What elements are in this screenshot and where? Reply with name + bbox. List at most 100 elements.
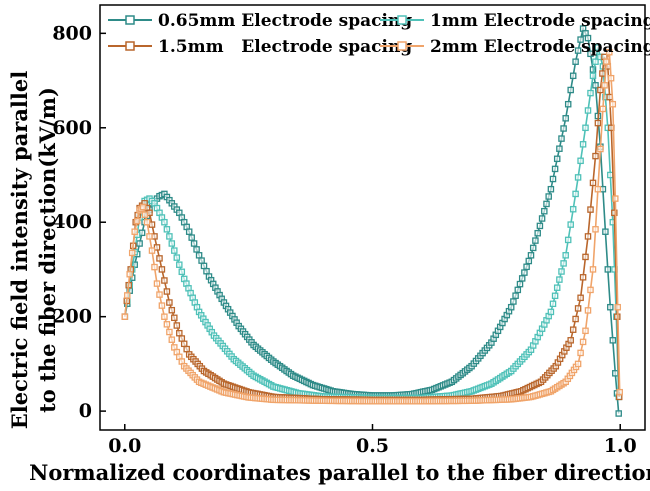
data-point [614, 303, 621, 311]
data-point [529, 244, 537, 252]
data-point [567, 337, 574, 344]
data-point [128, 249, 136, 257]
data-point [121, 313, 129, 320]
data-point [171, 314, 178, 322]
y-axis-label-line-1: Electric field intensity parallel [7, 71, 32, 429]
legend-label: 2mm Electrode spacing [430, 37, 650, 57]
data-point [569, 72, 577, 80]
data-point [171, 247, 178, 254]
data-point [549, 300, 557, 308]
data-point [560, 260, 567, 267]
y-axis-label-line-2: to the fiber direction(kV/m) [35, 87, 60, 413]
data-point [577, 294, 584, 302]
data-point [151, 263, 158, 271]
data-point [124, 292, 131, 299]
data-point [545, 193, 552, 200]
data-point [604, 266, 612, 273]
data-point [574, 47, 582, 54]
data-point [569, 326, 577, 333]
data-point [143, 218, 151, 226]
data-point [551, 292, 559, 300]
legend-marker [125, 41, 135, 51]
data-point [158, 302, 166, 309]
data-point [543, 200, 550, 208]
series-3 [121, 53, 623, 404]
data-point [525, 257, 533, 265]
data-point [587, 206, 594, 213]
data-point [166, 233, 173, 240]
data-point [558, 135, 565, 142]
data-point [173, 254, 181, 261]
data-point [136, 240, 143, 247]
data-point [161, 218, 168, 226]
legend-label: 1.5mm Electrode spacing [158, 37, 412, 57]
data-point [523, 263, 530, 271]
data-point [180, 340, 188, 348]
series-4 [121, 48, 623, 405]
legend-label: 1mm Electrode spacing [430, 11, 650, 31]
tick-labels: 0.0 0.5 1.0 0 200 400 600 800 [52, 22, 636, 457]
data-point [183, 345, 190, 353]
data-point [564, 100, 572, 108]
y-tick-label: 0 [79, 400, 92, 422]
data-point [178, 335, 186, 342]
data-point [597, 145, 604, 153]
data-point [615, 410, 622, 417]
data-point [146, 233, 153, 240]
data-point [518, 275, 526, 282]
data-point [587, 89, 594, 97]
data-point [594, 44, 602, 51]
data-point [584, 107, 592, 114]
data-point [527, 252, 535, 259]
data-point [141, 211, 149, 218]
data-point [139, 203, 147, 211]
data-point [560, 125, 567, 132]
x-axis-label: Normalized coordinates parallel to the f… [29, 460, 650, 485]
data-point [569, 205, 577, 213]
data-point [549, 175, 557, 183]
data-point [572, 315, 579, 323]
data-point [190, 240, 198, 247]
data-point [601, 82, 608, 89]
data-point [579, 274, 587, 281]
data-point [562, 252, 569, 259]
data-point [606, 48, 613, 56]
data-point [198, 257, 205, 264]
data-point [126, 270, 133, 278]
legend-item: 1mm Electrode spacing [380, 11, 650, 31]
series-layer [121, 25, 623, 417]
data-point [176, 261, 183, 268]
series-line [124, 56, 620, 401]
data-point [547, 185, 555, 193]
data-point [168, 336, 176, 343]
data-point [589, 72, 597, 80]
data-point [597, 86, 604, 94]
data-point [577, 36, 584, 43]
data-point [133, 217, 141, 225]
data-point [161, 277, 168, 284]
data-point [607, 303, 614, 311]
data-point [602, 228, 609, 235]
data-point [592, 152, 599, 160]
data-point [609, 100, 617, 108]
y-tick-label: 600 [52, 117, 92, 139]
data-point [572, 190, 579, 198]
data-point [195, 252, 203, 259]
data-point [551, 165, 559, 173]
data-point [558, 268, 565, 275]
data-point [612, 370, 619, 377]
data-point [579, 338, 587, 346]
data-point [193, 246, 200, 253]
data-point [574, 174, 582, 181]
data-point [156, 291, 163, 298]
data-point [547, 308, 555, 316]
data-point [514, 286, 522, 294]
x-tick-label: 1.0 [604, 435, 637, 457]
legend-item: 1.5mm Electrode spacing [108, 37, 412, 57]
data-point [564, 236, 572, 244]
data-point [574, 360, 582, 368]
data-point [567, 221, 574, 228]
legend-label: 0.65mm Electrode spacing [158, 11, 412, 31]
data-point [541, 207, 548, 215]
data-point [153, 280, 161, 287]
